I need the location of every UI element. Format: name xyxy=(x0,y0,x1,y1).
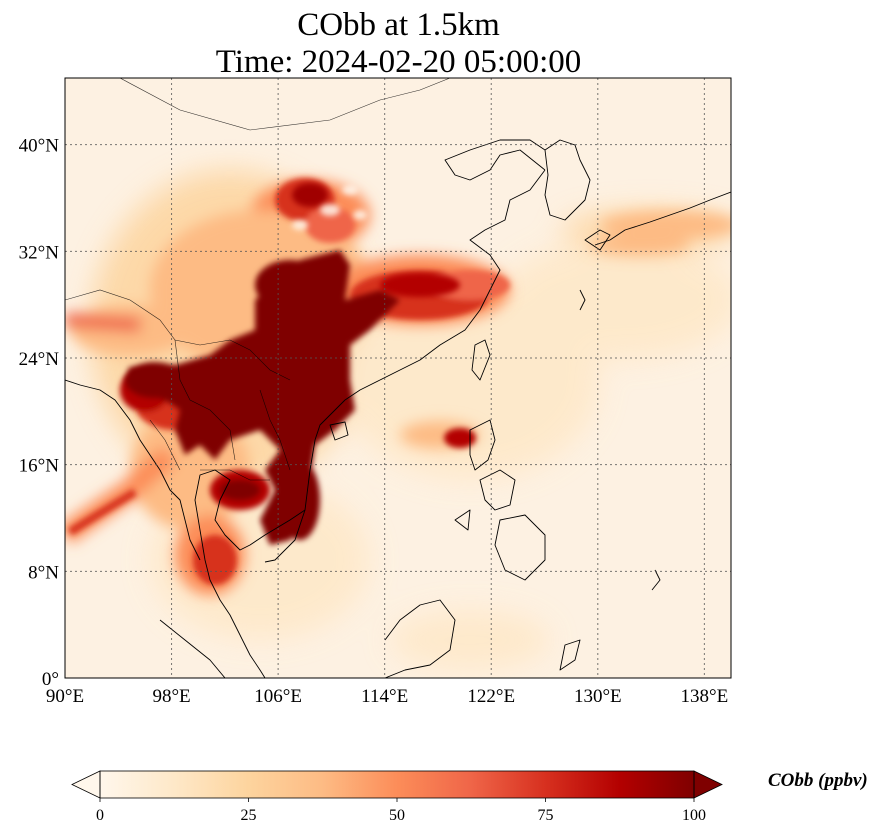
colorbar-ticks: 0 25 50 75 100 xyxy=(96,798,706,824)
coastlines xyxy=(65,139,731,678)
colorbar-tick-label: 25 xyxy=(241,807,257,824)
gridlines xyxy=(65,78,731,678)
lat-tick-label: 16°N xyxy=(19,456,60,477)
colorbar: 0 25 50 75 100 xyxy=(71,770,723,824)
lon-tick-label: 114°E xyxy=(361,686,408,707)
map-title-line1: CObb at 1.5km xyxy=(297,7,500,43)
colorbar-extend-min xyxy=(71,770,101,799)
lon-tick-label: 98°E xyxy=(152,686,190,707)
lon-tick-label: 106°E xyxy=(254,686,302,707)
lat-tick-label: 40°N xyxy=(19,136,60,157)
lon-tick-label: 90°E xyxy=(46,686,84,707)
lat-tick-label: 32°N xyxy=(19,242,60,263)
map-title-line2: Time: 2024-02-20 05:00:00 xyxy=(215,44,582,80)
lat-tick-label: 8°N xyxy=(28,562,59,583)
lat-tick-label: 0° xyxy=(42,669,59,690)
longitude-ticks: 90°E 98°E 106°E 114°E 122°E 130°E 138°E xyxy=(46,686,728,707)
colorbar-label: CObb (ppbv) xyxy=(768,770,868,791)
map-border xyxy=(64,77,732,679)
lon-tick-label: 122°E xyxy=(467,686,515,707)
lon-tick-label: 130°E xyxy=(574,686,622,707)
colorbar-tick-label: 50 xyxy=(389,807,405,824)
colorbar-extend-max xyxy=(693,770,723,799)
colorbar-tick-label: 100 xyxy=(682,807,706,824)
colorbar-tick-label: 0 xyxy=(96,807,104,824)
map-panel xyxy=(65,78,731,678)
lon-tick-label: 138°E xyxy=(681,686,729,707)
lat-tick-label: 24°N xyxy=(19,349,60,370)
colorbar-tick-label: 75 xyxy=(538,807,554,824)
country-borders xyxy=(65,78,451,481)
colorbar-gradient xyxy=(100,771,694,798)
latitude-ticks: 0° 8°N 16°N 24°N 32°N 40°N xyxy=(19,136,60,690)
concentration-field xyxy=(65,170,731,670)
